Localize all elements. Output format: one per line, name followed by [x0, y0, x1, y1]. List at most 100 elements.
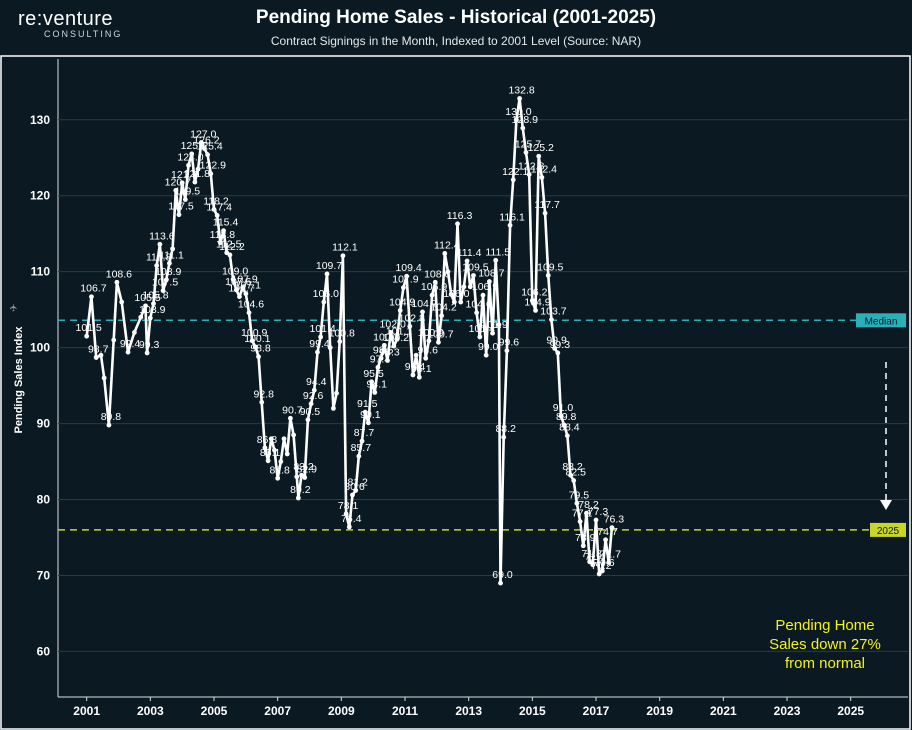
- data-label-67: 94.1: [367, 378, 388, 390]
- ref-label-median: Median: [865, 316, 898, 327]
- data-point-125: [498, 580, 503, 586]
- data-label-63: 87.7: [354, 427, 375, 439]
- data-label-19: 124.0: [177, 151, 203, 163]
- svg-text:✈: ✈: [9, 304, 20, 312]
- data-point-36: [217, 240, 223, 246]
- data-point-59: [291, 432, 296, 438]
- annotation-line-3: from normal: [785, 655, 865, 672]
- data-point-118: [477, 334, 483, 340]
- data-label-129: 71.4: [585, 551, 606, 563]
- data-point-0: [84, 333, 90, 339]
- x-tick-2001: 2001: [73, 704, 100, 718]
- data-label-66: 95.5: [363, 368, 384, 380]
- data-label-116: 103.7: [540, 306, 566, 318]
- data-label-55: 109.7: [316, 260, 342, 272]
- data-point-105: [436, 339, 441, 345]
- data-label-65: 90.1: [360, 409, 381, 421]
- reference-lines: Median 2025: [58, 313, 908, 537]
- data-point-90: [388, 330, 394, 335]
- data-point-143: [555, 350, 561, 356]
- data-point-92: [394, 336, 400, 342]
- down-arrow-icon: [880, 500, 892, 510]
- data-point-60: [294, 474, 300, 480]
- data-label-100: 69.0: [492, 569, 513, 581]
- data-point-96: [407, 323, 413, 329]
- data-point-97: [410, 372, 416, 378]
- data-point-47: [252, 344, 258, 350]
- data-label-130: 77.3: [588, 506, 609, 518]
- data-label-99: 111.5: [485, 246, 510, 258]
- data-point-57: [284, 451, 290, 457]
- x-tick-2007: 2007: [264, 704, 291, 718]
- data-label-73: 100.2: [383, 332, 409, 344]
- data-point-136: [533, 308, 538, 313]
- data-label-108: 125.7: [515, 138, 541, 150]
- data-point-28: [192, 179, 198, 185]
- data-label-81: 104.7: [411, 298, 437, 310]
- data-point-117: [474, 310, 480, 316]
- x-tick-2003: 2003: [137, 704, 164, 718]
- data-point-6: [111, 337, 117, 343]
- data-label-2: 98.7: [88, 343, 109, 355]
- data-point-12: [143, 303, 148, 309]
- data-point-157: [599, 568, 605, 574]
- data-label-36: 107.1: [235, 280, 261, 292]
- data-label-53: 101.4: [309, 323, 335, 335]
- data-label-11: 113.6: [149, 230, 175, 242]
- data-label-6: 99.3: [139, 339, 160, 351]
- data-point-139: [542, 210, 548, 216]
- data-label-75: 104.9: [389, 296, 415, 308]
- data-point-73: [334, 390, 339, 396]
- data-point-75: [340, 253, 346, 259]
- data-label-125: 77.1: [572, 508, 593, 520]
- data-label-104: 122.1: [502, 166, 528, 178]
- ref-badge-median: [856, 313, 906, 328]
- data-point-61: [295, 495, 301, 501]
- data-point-7: [114, 279, 120, 285]
- data-point-5: [106, 422, 112, 428]
- data-label-27: 117.4: [206, 201, 232, 213]
- data-label-32: 109.0: [222, 265, 248, 277]
- data-label-86: 100.7: [427, 328, 453, 340]
- data-point-151: [580, 543, 586, 549]
- data-point-141: [549, 317, 554, 322]
- data-label-26: 118.2: [203, 195, 229, 207]
- data-label-117: 99.9: [546, 334, 567, 346]
- data-point-114: [464, 258, 470, 264]
- data-label-35: 107.9: [232, 274, 258, 286]
- data-point-123: [493, 257, 499, 263]
- data-point-1: [89, 294, 94, 300]
- data-point-91: [391, 343, 397, 349]
- data-label-124: 79.5: [569, 489, 590, 501]
- data-label-10: 110.8: [146, 252, 172, 264]
- y-tick-labels: 60 70 80 90 100 110 120 130: [30, 113, 50, 659]
- data-point-116: [471, 273, 476, 278]
- data-label-70: 100.3: [373, 331, 399, 343]
- data-label-50: 92.6: [303, 390, 324, 402]
- data-label-131: 70.2: [591, 560, 612, 572]
- data-label-9: 105.5: [134, 292, 160, 304]
- data-label-42: 86.8: [257, 434, 278, 446]
- data-point-128: [507, 222, 513, 228]
- data-point-22: [173, 187, 179, 193]
- data-point-119: [480, 292, 486, 298]
- data-point-122: [490, 330, 495, 336]
- data-point-94: [401, 285, 406, 291]
- data-point-78: [350, 492, 355, 498]
- data-point-98: [413, 352, 419, 358]
- data-point-89: [385, 358, 390, 363]
- y-tick-60: 60: [37, 644, 51, 658]
- data-point-24: [179, 180, 185, 186]
- data-label-128: 71.8: [581, 548, 602, 560]
- data-point-140: [545, 273, 551, 278]
- data-label-58: 78.1: [338, 500, 359, 512]
- data-point-49: [259, 399, 265, 405]
- data-point-127: [504, 348, 510, 354]
- data-label-123: 82.5: [566, 467, 587, 479]
- data-label-13: 108.9: [155, 266, 181, 278]
- data-point-76: [343, 511, 349, 517]
- chart-frame: [0, 55, 911, 730]
- data-label-47: 83.2: [293, 461, 314, 473]
- data-point-86: [375, 364, 381, 370]
- data-point-87: [378, 355, 384, 361]
